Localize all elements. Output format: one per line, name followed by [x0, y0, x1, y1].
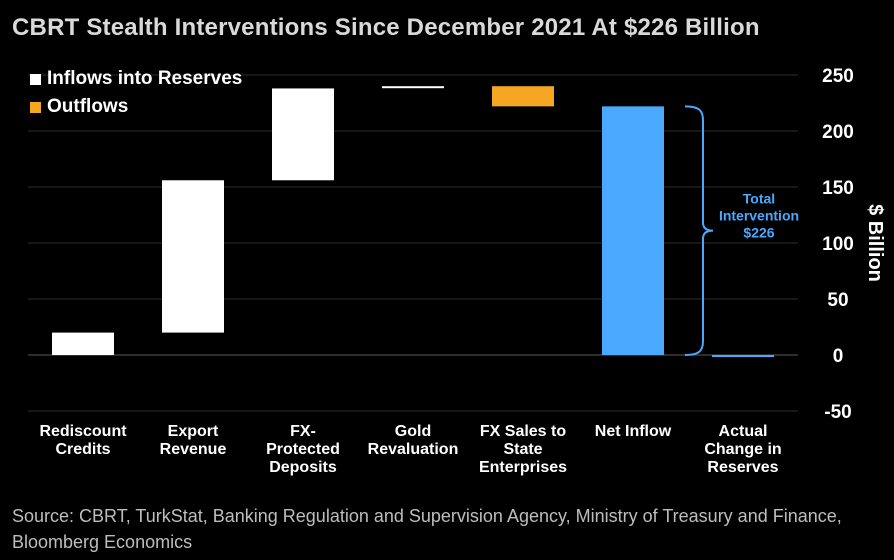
chart-title: CBRT Stealth Interventions Since Decembe… — [12, 14, 760, 41]
x-tick-label-line: Revenue — [160, 441, 227, 458]
bar-2-inflow — [272, 88, 334, 181]
x-tick-label: Net Inflow — [595, 423, 672, 440]
x-tick-label: Actual Change in Reserves — [704, 423, 781, 476]
y-tick-label: 200 — [822, 122, 854, 143]
legend-item-inflows: Inflows into Reserves — [30, 68, 242, 90]
y-axis-ticks: 250 200 150 100 50 0 -50 — [822, 66, 854, 423]
x-tick-label-line: Gold — [395, 423, 431, 440]
x-tick-label-line: Actual — [719, 423, 768, 440]
bar-5-net — [602, 106, 664, 355]
legend-swatch-outflows — [30, 101, 41, 113]
grid-lines — [28, 74, 798, 412]
x-tick-label-line: Reserves — [707, 459, 778, 476]
bar-4-outflow — [492, 86, 554, 107]
source-note: Source: CBRT, TurkStat, Banking Regulati… — [12, 506, 842, 552]
y-tick-label: 50 — [827, 290, 848, 311]
total-intervention-annotation: Total Intervention $226 — [684, 105, 799, 356]
bar-6-net — [712, 355, 774, 357]
x-tick-label-line: Rediscount — [39, 423, 127, 440]
x-tick-label: FX Sales to State Enterprises — [479, 423, 567, 476]
bar-1-inflow — [162, 180, 224, 333]
y-tick-label: 100 — [822, 234, 854, 255]
x-tick-label-line: Credits — [55, 441, 110, 458]
x-tick-label: Export Revenue — [160, 423, 227, 458]
waterfall-chart: 250 200 150 100 50 0 -50 Rediscount Credits Expo… — [28, 66, 886, 476]
x-tick-label-line: State — [503, 441, 542, 458]
annotation-line: Total — [743, 191, 775, 207]
bars — [52, 86, 774, 357]
y-tick-label: 250 — [822, 66, 854, 87]
x-tick-label-line: Change in — [704, 441, 781, 458]
bar-0-inflow — [52, 332, 114, 355]
annotation-text: Total Intervention $226 — [719, 191, 799, 241]
bar-3-inflow — [382, 86, 444, 89]
legend-swatch-inflows — [30, 73, 41, 85]
y-tick-label: 0 — [833, 346, 844, 367]
x-tick-label: Rediscount Credits — [39, 423, 127, 458]
x-tick-label: Gold Revaluation — [368, 423, 459, 458]
x-axis-labels: Rediscount Credits Export Revenue FX-Protect… — [39, 423, 781, 476]
x-tick-label-line: Net Inflow — [595, 423, 672, 440]
x-tick-label-line: Enterprises — [479, 459, 567, 476]
x-tick-label-line: Revaluation — [368, 441, 459, 458]
y-axis-label: $ Billion — [864, 204, 886, 282]
legend-label-inflows: Inflows into Reserves — [47, 68, 243, 89]
x-tick-label-line: FX- — [290, 423, 316, 440]
x-tick-label-line: Protected — [266, 441, 340, 458]
y-tick-label: -50 — [824, 402, 851, 423]
x-tick-label-line: Export — [168, 423, 219, 440]
legend-item-outflows: Outflows — [30, 96, 128, 118]
x-tick-label: FX-Protected Deposits — [266, 423, 340, 476]
annotation-line: $226 — [743, 225, 774, 241]
legend-label-outflows: Outflows — [47, 96, 129, 117]
y-tick-label: 150 — [822, 178, 854, 199]
annotation-line: Intervention — [719, 208, 799, 224]
x-tick-label-line: Deposits — [269, 459, 337, 476]
x-tick-label-line: FX Sales to — [480, 423, 566, 440]
bracket — [684, 105, 714, 356]
